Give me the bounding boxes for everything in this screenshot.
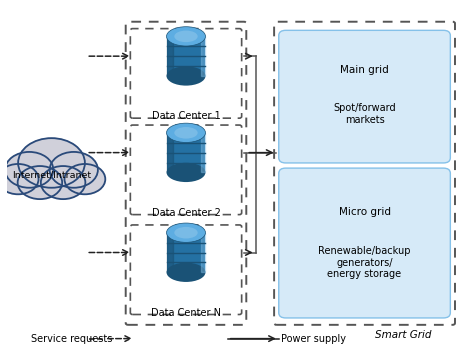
Text: Service requests: Service requests bbox=[31, 334, 112, 344]
Circle shape bbox=[5, 152, 54, 188]
Ellipse shape bbox=[174, 227, 198, 238]
FancyBboxPatch shape bbox=[166, 36, 205, 76]
Circle shape bbox=[64, 164, 105, 194]
Text: Spot/forward
markets: Spot/forward markets bbox=[333, 103, 396, 125]
FancyBboxPatch shape bbox=[166, 233, 205, 272]
Text: Micro grid: Micro grid bbox=[338, 207, 391, 217]
Bar bbox=[201, 233, 205, 272]
Circle shape bbox=[0, 164, 38, 194]
Ellipse shape bbox=[166, 223, 205, 242]
Ellipse shape bbox=[166, 27, 205, 46]
Ellipse shape bbox=[174, 30, 198, 42]
Ellipse shape bbox=[166, 66, 205, 86]
FancyBboxPatch shape bbox=[279, 168, 450, 318]
Ellipse shape bbox=[166, 123, 205, 142]
Bar bbox=[166, 233, 173, 272]
Text: Data Center 2: Data Center 2 bbox=[152, 208, 220, 218]
Ellipse shape bbox=[166, 163, 205, 182]
Text: Data Center N: Data Center N bbox=[151, 308, 221, 317]
Text: Power supply: Power supply bbox=[281, 334, 346, 344]
Bar bbox=[201, 36, 205, 76]
Ellipse shape bbox=[174, 127, 198, 139]
Circle shape bbox=[18, 166, 62, 199]
Circle shape bbox=[18, 138, 85, 188]
Text: Internet/Intranet: Internet/Intranet bbox=[12, 170, 91, 180]
FancyBboxPatch shape bbox=[166, 133, 205, 173]
Text: Smart Grid: Smart Grid bbox=[375, 330, 431, 340]
Text: Renewable/backup
generators/
energy storage: Renewable/backup generators/ energy stor… bbox=[319, 246, 411, 279]
Circle shape bbox=[50, 152, 98, 188]
Text: Data Center 1: Data Center 1 bbox=[152, 111, 220, 121]
Bar bbox=[166, 36, 173, 76]
Text: Main grid: Main grid bbox=[340, 65, 389, 75]
Bar bbox=[166, 133, 173, 173]
Circle shape bbox=[41, 166, 85, 199]
Ellipse shape bbox=[166, 262, 205, 282]
Bar bbox=[201, 133, 205, 173]
FancyBboxPatch shape bbox=[279, 30, 450, 163]
